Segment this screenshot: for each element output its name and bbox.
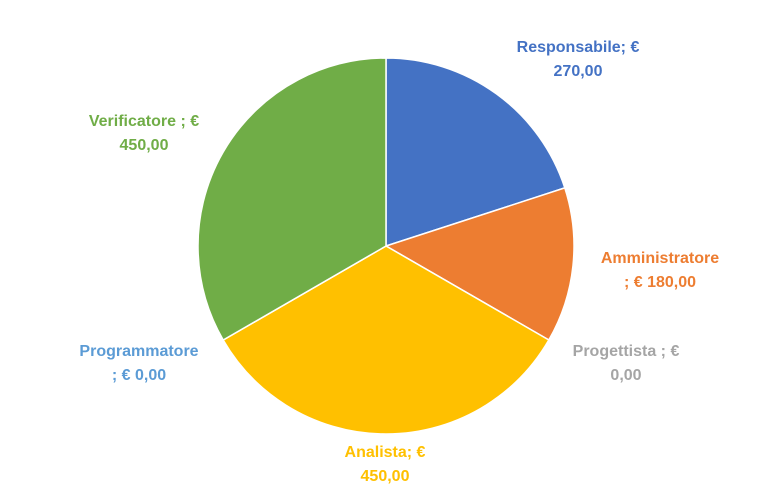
data-label-responsabile: Responsabile; € 270,00 <box>490 36 666 84</box>
data-label-analista: Analista; € 450,00 <box>310 441 460 489</box>
data-label-analista-line2: 450,00 <box>360 468 410 485</box>
data-label-programmatore: Programmatore ; € 0,00 <box>58 340 220 388</box>
data-label-responsabile-line1: Responsabile; € <box>516 39 640 56</box>
data-label-amministratore: Amministratore ; € 180,00 <box>582 247 738 295</box>
data-label-progettista-line2: 0,00 <box>610 367 642 384</box>
pie-slice-responsabile <box>385 57 566 247</box>
data-label-verificatore-line1: Verificatore ; € <box>88 113 200 130</box>
data-label-responsabile-line2: 270,00 <box>553 63 603 80</box>
data-label-amministratore-line2: ; € 180,00 <box>623 274 697 291</box>
data-label-progettista: Progettista ; € 0,00 <box>552 340 700 388</box>
data-label-analista-line1: Analista; € <box>344 444 426 461</box>
pie-slice-verificatore <box>197 57 387 341</box>
data-label-amministratore-line1: Amministratore <box>600 250 720 267</box>
pie-slice-analista <box>222 245 550 435</box>
data-label-verificatore-line2: 450,00 <box>119 137 169 154</box>
data-label-progettista-line1: Progettista ; € <box>572 343 680 360</box>
data-label-programmatore-line1: Programmatore <box>79 343 199 360</box>
pie-slice-amministratore <box>385 187 575 341</box>
data-label-verificatore: Verificatore ; € 450,00 <box>64 110 224 158</box>
data-label-programmatore-line2: ; € 0,00 <box>111 367 167 384</box>
